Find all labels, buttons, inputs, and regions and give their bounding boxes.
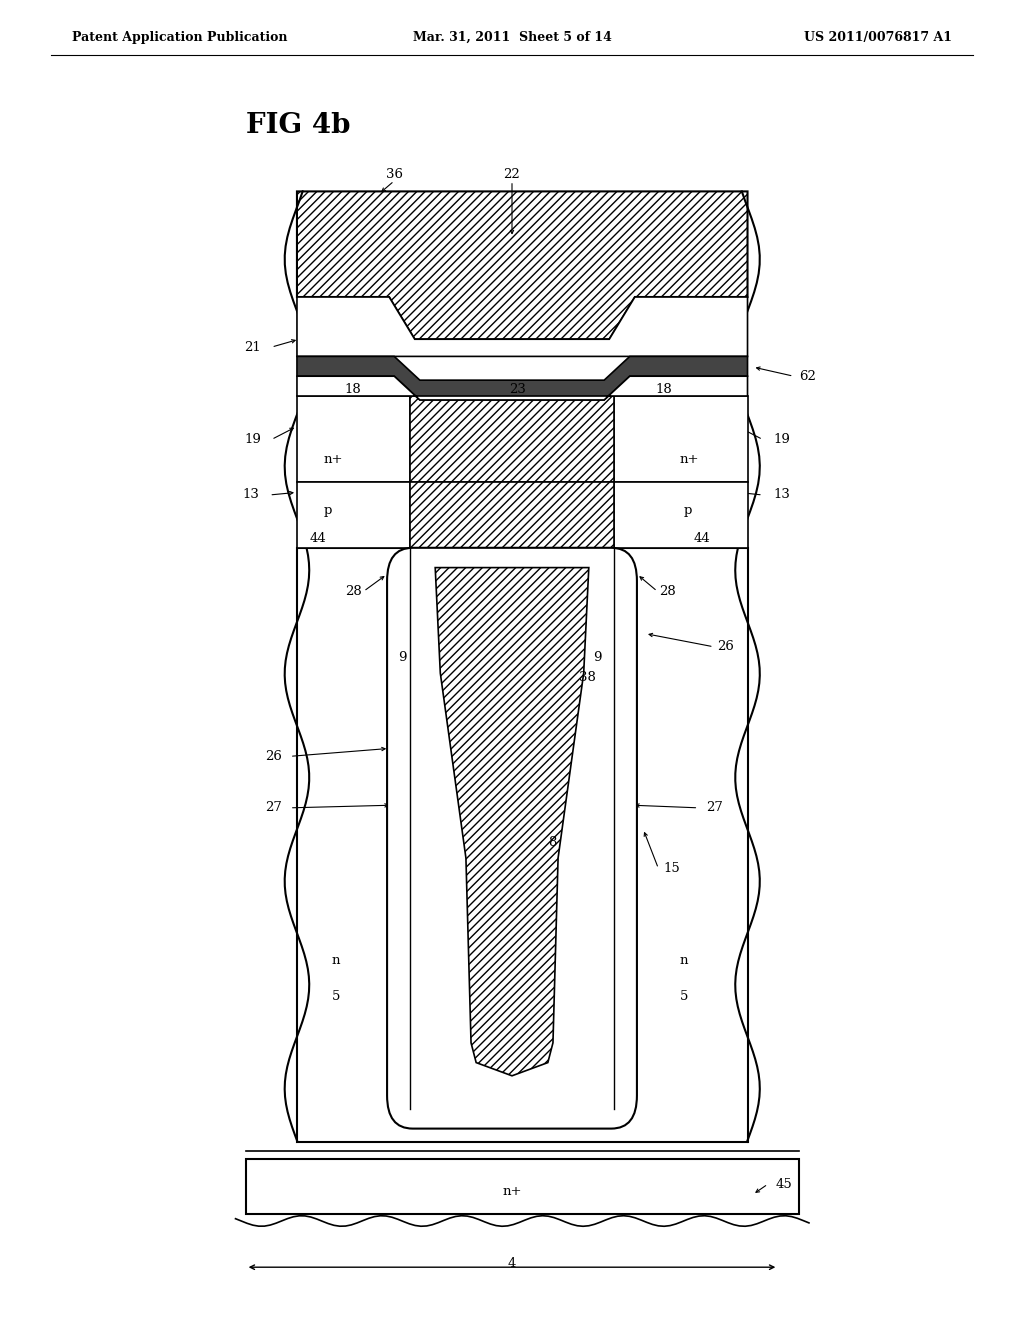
Text: US 2011/0076817 A1: US 2011/0076817 A1	[804, 30, 952, 44]
Text: 19: 19	[773, 433, 790, 446]
Text: n+: n+	[323, 453, 343, 466]
Text: 5: 5	[680, 990, 688, 1003]
Text: 13: 13	[243, 488, 259, 502]
Text: 21: 21	[245, 341, 261, 354]
Polygon shape	[614, 482, 748, 548]
Text: 28: 28	[345, 585, 361, 598]
Text: Mar. 31, 2011  Sheet 5 of 14: Mar. 31, 2011 Sheet 5 of 14	[413, 30, 611, 44]
Polygon shape	[297, 396, 410, 482]
Text: p: p	[684, 504, 692, 517]
Text: 13: 13	[773, 488, 790, 502]
Text: 18: 18	[655, 383, 672, 396]
Text: n+: n+	[679, 453, 699, 466]
Text: FIG 4b: FIG 4b	[246, 112, 350, 139]
Polygon shape	[297, 548, 748, 1142]
FancyBboxPatch shape	[387, 548, 637, 1129]
Polygon shape	[297, 297, 748, 356]
Polygon shape	[297, 356, 748, 400]
Text: n: n	[680, 954, 688, 968]
Text: 27: 27	[265, 801, 282, 814]
Polygon shape	[410, 482, 614, 548]
Text: 19: 19	[245, 433, 261, 446]
Text: 28: 28	[659, 585, 676, 598]
Text: p: p	[324, 504, 332, 517]
Polygon shape	[410, 396, 614, 482]
Text: 27: 27	[707, 801, 723, 814]
Text: 44: 44	[693, 532, 710, 545]
Text: 15: 15	[664, 862, 680, 875]
Polygon shape	[435, 568, 589, 1076]
Text: n: n	[332, 954, 340, 968]
Text: 9: 9	[398, 651, 407, 664]
Text: 23: 23	[509, 383, 525, 396]
Text: 45: 45	[775, 1177, 792, 1191]
Text: 44: 44	[309, 532, 326, 545]
Text: 26: 26	[717, 640, 733, 653]
Polygon shape	[297, 482, 410, 548]
Text: 38: 38	[579, 671, 595, 684]
Polygon shape	[297, 376, 748, 400]
Polygon shape	[297, 191, 748, 339]
Text: 8: 8	[548, 836, 556, 849]
Polygon shape	[614, 396, 748, 482]
Text: 4: 4	[508, 1257, 516, 1270]
Text: 26: 26	[265, 750, 282, 763]
Text: 36: 36	[386, 168, 402, 181]
Text: 9: 9	[593, 651, 601, 664]
Polygon shape	[246, 1159, 799, 1214]
Text: Patent Application Publication: Patent Application Publication	[72, 30, 287, 44]
Text: n+: n+	[502, 1185, 522, 1199]
Text: 62: 62	[799, 370, 815, 383]
Text: 18: 18	[345, 383, 361, 396]
Text: 5: 5	[332, 990, 340, 1003]
Text: 22: 22	[504, 168, 520, 181]
